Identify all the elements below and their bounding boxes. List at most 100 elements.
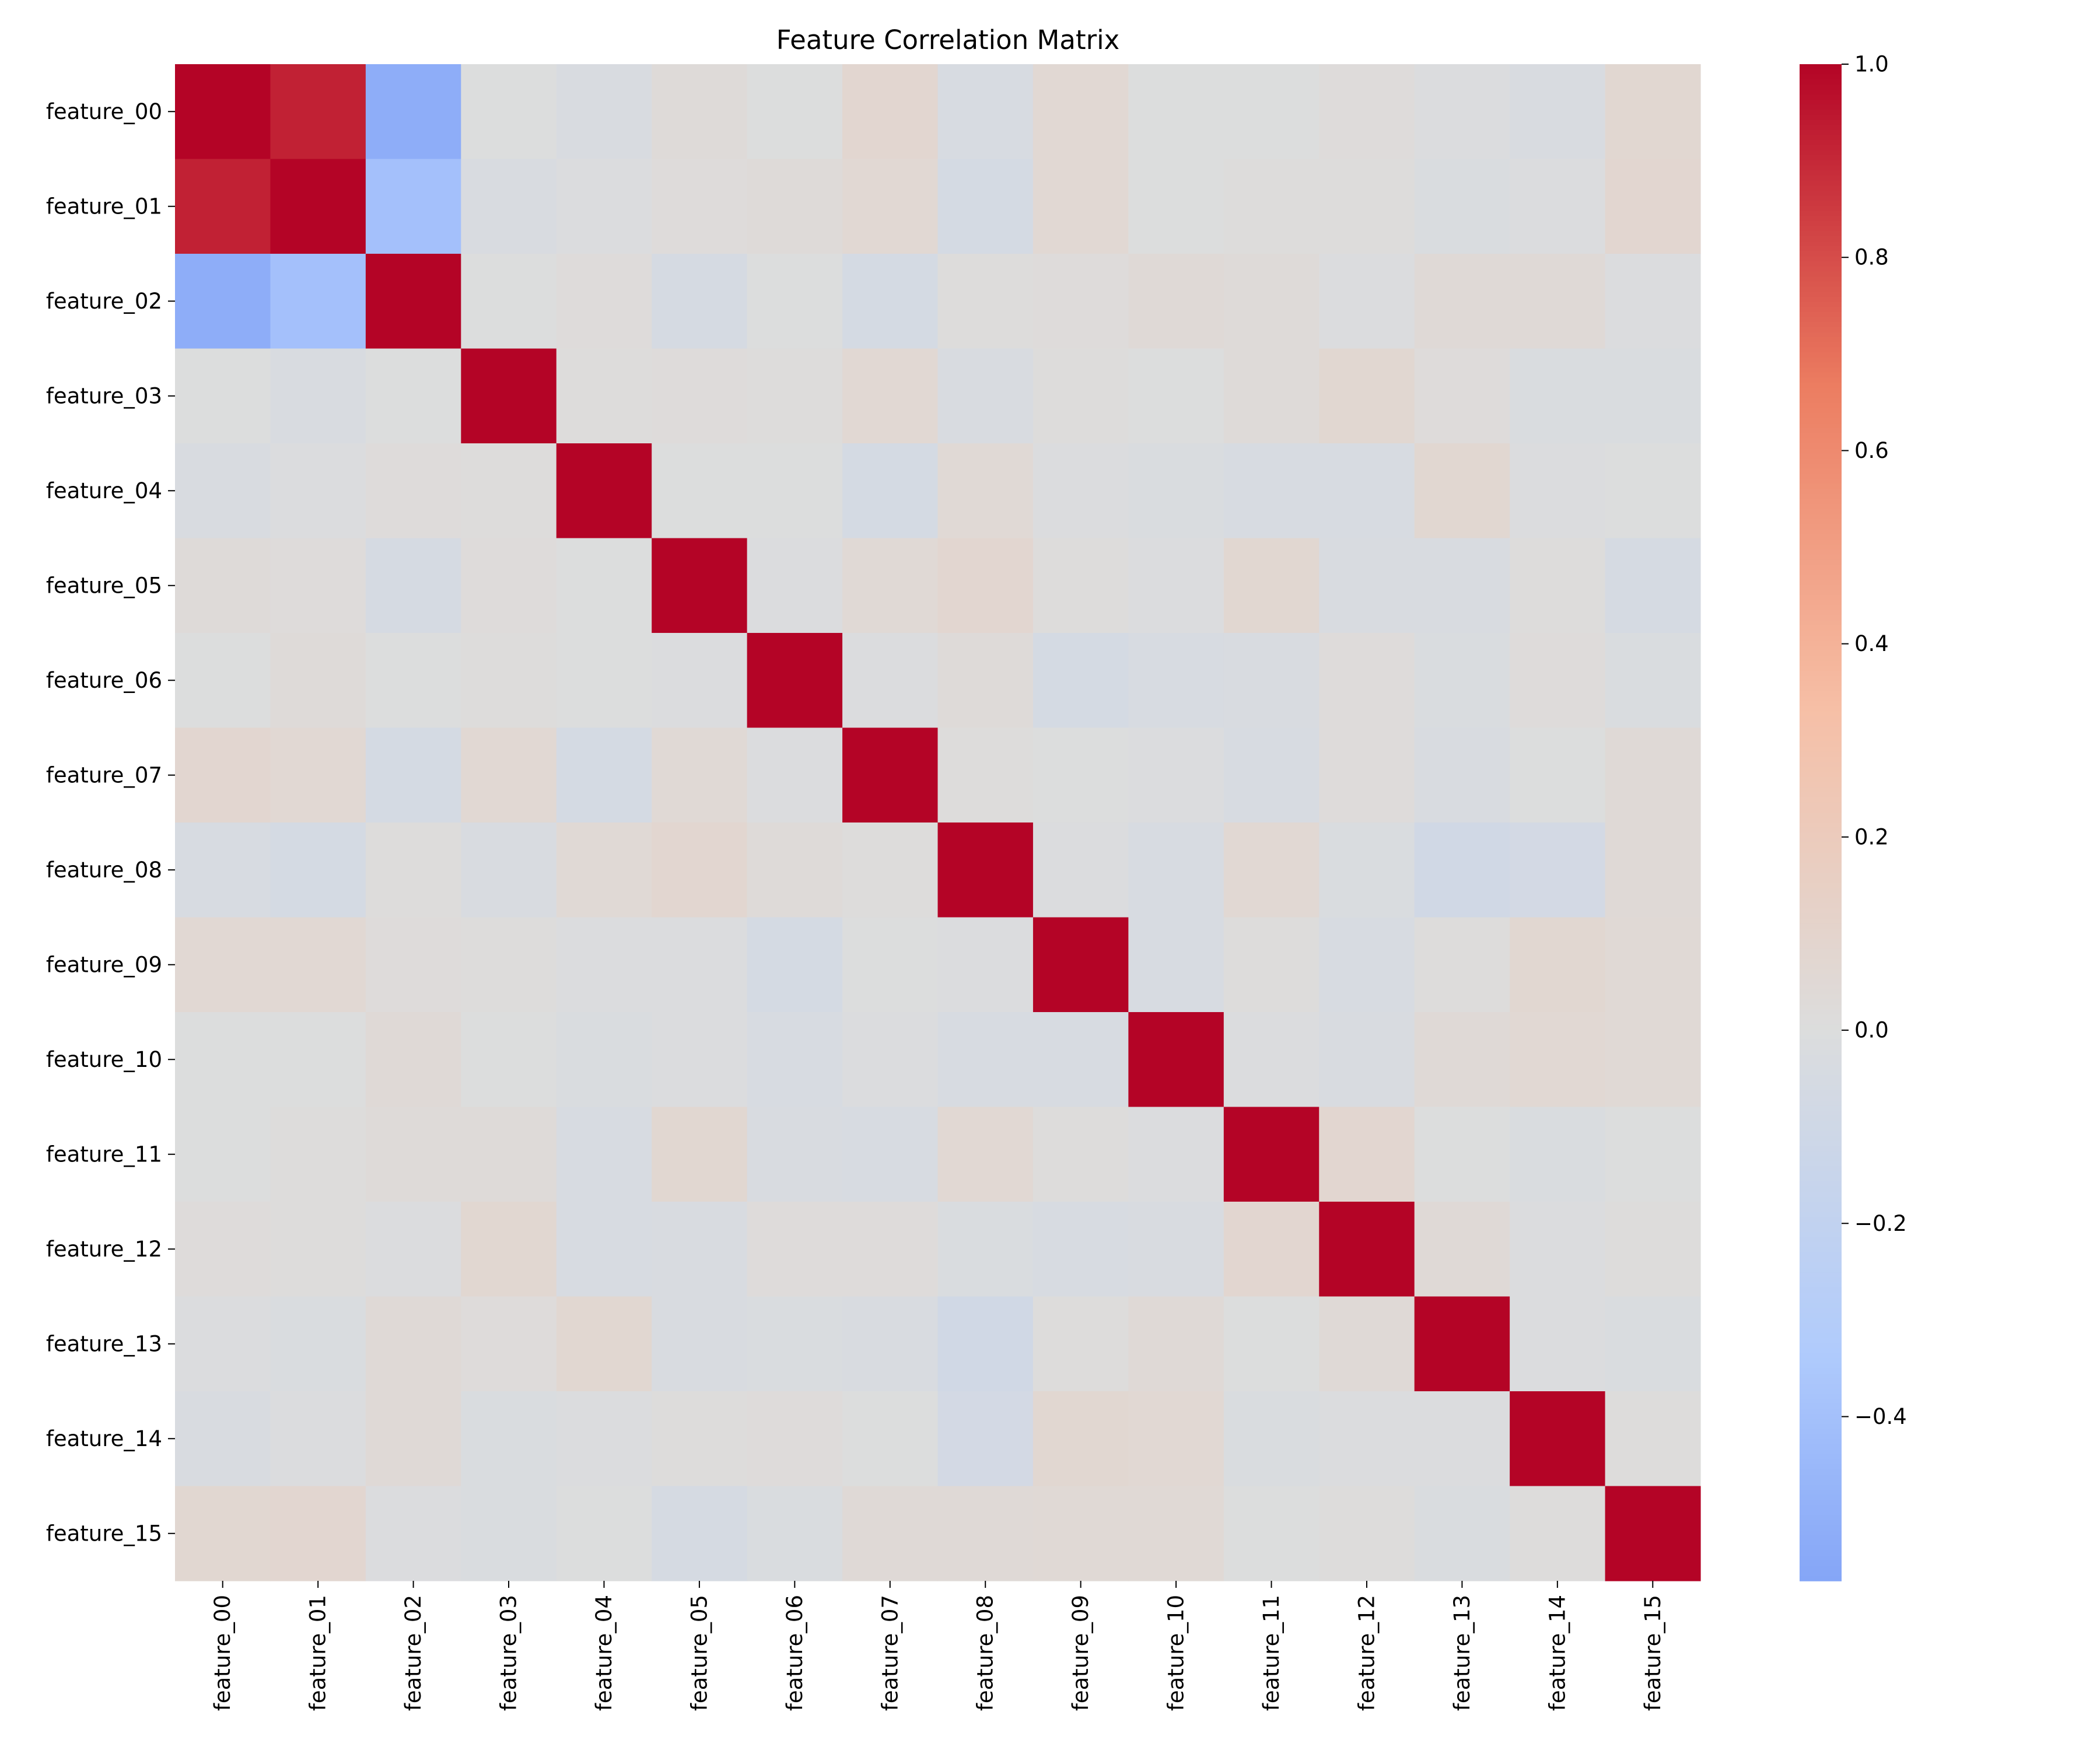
colorbar-segment (1800, 605, 1842, 611)
heatmap-cell (175, 1012, 271, 1108)
y-tick-label: feature_01 (46, 194, 162, 219)
colorbar-segment (1800, 792, 1842, 798)
heatmap-cell (270, 538, 366, 634)
colorbar-segment (1800, 666, 1842, 671)
colorbar-segment (1800, 539, 1842, 545)
colorbar-segment (1800, 944, 1842, 950)
heatmap-cell (1510, 254, 1606, 349)
heatmap-cell (652, 822, 748, 918)
colorbar-segment (1800, 701, 1842, 707)
colorbar-segment (1800, 1388, 1842, 1395)
heatmap-cell (1128, 822, 1224, 918)
heatmap-cell (842, 1107, 939, 1202)
heatmap-cell (1510, 443, 1606, 539)
heatmap-cell (1223, 1486, 1320, 1581)
colorbar-segment (1800, 868, 1842, 874)
colorbar-segment (1800, 1515, 1842, 1521)
heatmap-cell (652, 1107, 748, 1202)
heatmap-cell (1032, 64, 1129, 160)
heatmap-cell (270, 348, 366, 444)
colorbar-segment (1800, 1075, 1842, 1081)
heatmap-cell (747, 348, 843, 444)
colorbar-segment (1800, 1237, 1842, 1243)
colorbar-segment (1800, 145, 1842, 151)
colorbar-segment (1800, 529, 1842, 535)
colorbar-segment (1800, 74, 1842, 80)
heatmap-cell (842, 1486, 939, 1581)
colorbar-segment (1800, 468, 1842, 474)
colorbar-segment (1800, 848, 1842, 853)
heatmap-cell (365, 254, 461, 349)
colorbar-segment (1800, 1217, 1842, 1223)
colorbar-segment (1800, 706, 1842, 712)
colorbar-segment (1800, 256, 1842, 262)
colorbar-segment (1800, 898, 1842, 904)
heatmap-cell (1032, 443, 1129, 539)
heatmap-cell (1605, 1391, 1701, 1487)
colorbar-segment (1800, 565, 1842, 570)
colorbar-segment (1800, 1166, 1842, 1172)
y-tick-label: feature_07 (46, 762, 162, 788)
heatmap-cell (652, 1391, 748, 1487)
heatmap-cell (747, 1107, 843, 1202)
colorbar-segment (1800, 635, 1842, 641)
colorbar-segment (1800, 1439, 1842, 1445)
heatmap-cell (1032, 1202, 1129, 1297)
colorbar-segment (1800, 660, 1842, 667)
colorbar-segment (1800, 1272, 1842, 1278)
colorbar-segment (1800, 1449, 1842, 1455)
colorbar-segment (1800, 130, 1842, 136)
heatmap-cell (1605, 159, 1701, 254)
heatmap-cell (1128, 348, 1224, 444)
colorbar-segment (1800, 974, 1842, 980)
colorbar-segment (1800, 620, 1842, 626)
colorbar-segment (1800, 777, 1842, 783)
colorbar-segment (1800, 281, 1842, 288)
heatmap-cell (1510, 1202, 1606, 1297)
y-tick-label: feature_02 (46, 289, 162, 314)
heatmap-cell (842, 822, 939, 918)
heatmap-cell (556, 538, 652, 634)
heatmap-cell (270, 1296, 366, 1392)
heatmap-cell (365, 822, 461, 918)
colorbar-segment (1800, 307, 1842, 313)
colorbar-segment (1800, 772, 1842, 778)
colorbar-segment (1800, 266, 1842, 272)
colorbar-segment (1800, 524, 1842, 530)
heatmap-cell (1128, 1486, 1224, 1581)
heatmap-cell (1128, 254, 1224, 349)
heatmap-cell (842, 1296, 939, 1392)
colorbar-segment (1800, 1156, 1842, 1162)
colorbar-segment (1800, 261, 1842, 267)
colorbar-segment (1800, 433, 1842, 439)
colorbar-segment (1800, 782, 1842, 788)
heatmap-cell (747, 159, 843, 254)
colorbar-segment (1800, 1378, 1842, 1384)
colorbar-segment (1800, 332, 1842, 338)
heatmap-cell (1319, 1012, 1415, 1108)
colorbar-segment (1800, 231, 1842, 237)
heatmap-cell (1032, 1486, 1129, 1581)
colorbar-segment (1800, 1171, 1842, 1177)
heatmap-cell (175, 443, 271, 539)
colorbar-segment (1800, 1566, 1842, 1572)
colorbar-segment (1800, 1146, 1842, 1152)
colorbar-segment (1800, 1232, 1842, 1238)
heatmap-cell (747, 1012, 843, 1108)
heatmap-cell (747, 443, 843, 539)
colorbar-segment (1800, 1434, 1842, 1440)
colorbar-segment (1800, 721, 1842, 727)
colorbar-segment (1800, 1343, 1842, 1349)
colorbar-segment (1800, 630, 1842, 636)
colorbar-segment (1800, 1212, 1842, 1217)
heatmap-cell (1223, 727, 1320, 823)
colorbar-segment (1800, 1555, 1842, 1562)
colorbar-segment (1800, 929, 1842, 935)
heatmap-cell (1319, 1107, 1415, 1202)
heatmap-cell (556, 443, 652, 539)
colorbar-segment (1800, 271, 1842, 277)
colorbar-segment (1800, 1100, 1842, 1107)
heatmap-cell (270, 443, 366, 539)
heatmap-cell (747, 727, 843, 823)
